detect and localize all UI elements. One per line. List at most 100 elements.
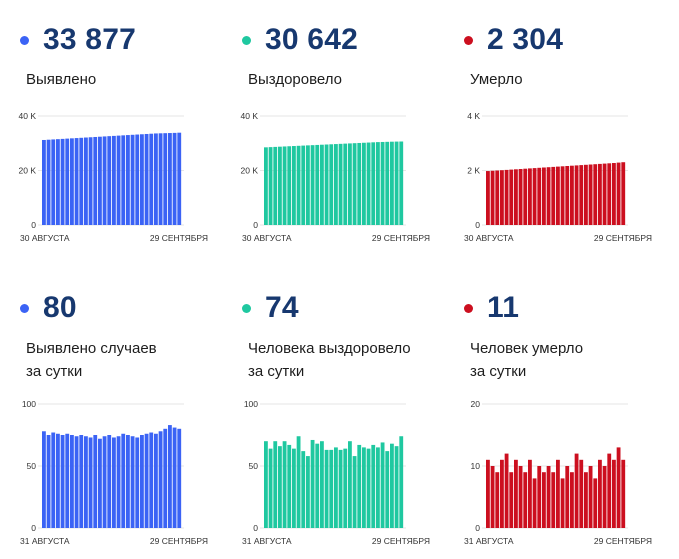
bar	[102, 436, 107, 528]
panel-deaths-daily: 11 Человек умерло за сутки 0 10 20 31 АВГУС…	[444, 288, 664, 558]
bar	[273, 146, 278, 225]
stat-value: 80	[43, 291, 77, 324]
stat-label: Выздоровело	[248, 71, 343, 88]
bar	[588, 466, 593, 528]
x-tick-label-start: 31 АВГУСТА	[464, 536, 514, 546]
bar	[126, 435, 130, 528]
y-tick-label: 0	[475, 523, 480, 533]
y-tick-label: 100	[244, 399, 258, 409]
bar	[607, 163, 612, 225]
bar	[371, 444, 376, 528]
bar	[93, 435, 98, 528]
stat-label-line1: Выявлено случаев	[26, 340, 157, 357]
bar	[84, 436, 88, 528]
panel-detected-daily: 80 Выявлено случаев за сутки 0 50 100 31 АВ…	[0, 288, 220, 558]
bar	[306, 145, 310, 225]
bar	[570, 472, 574, 528]
legend-dot	[242, 303, 251, 313]
stat-value: 74	[265, 291, 299, 324]
bar	[504, 169, 509, 225]
bar	[560, 478, 565, 528]
bar	[362, 447, 366, 528]
bar	[315, 443, 320, 528]
bar	[399, 436, 404, 528]
bar	[495, 472, 500, 528]
bar	[42, 431, 46, 528]
bar	[292, 448, 296, 528]
bar	[278, 146, 282, 225]
bar	[376, 142, 380, 225]
bar	[149, 133, 154, 225]
panel-recovered-total: 30 642 Выздоровело 0 20 K 40 K 30 АВГУСТА 29…	[222, 20, 442, 290]
bar	[352, 456, 357, 528]
bar	[88, 137, 93, 225]
bar	[616, 162, 621, 225]
bar	[621, 459, 626, 528]
bar	[348, 143, 352, 225]
bar	[70, 435, 74, 528]
bar	[268, 147, 273, 225]
bar	[551, 472, 556, 528]
stat-label: Человек умерло за сутки	[470, 337, 583, 383]
bar	[560, 166, 565, 225]
stat-label: Умерло	[470, 71, 523, 88]
bar	[357, 142, 362, 225]
bar	[154, 433, 158, 528]
bar	[135, 134, 140, 225]
bar	[140, 435, 144, 528]
bar	[112, 135, 116, 225]
bar	[282, 441, 287, 528]
bar	[523, 168, 528, 225]
bar	[394, 141, 399, 225]
stat-row: 2 304	[464, 20, 563, 60]
legend-dot	[242, 35, 251, 45]
bar	[556, 459, 560, 528]
stat-row: 80	[20, 288, 77, 328]
bar	[310, 145, 315, 225]
bar	[324, 449, 329, 528]
bar	[579, 459, 584, 528]
x-tick-label-start: 31 АВГУСТА	[20, 536, 70, 546]
bar	[612, 163, 616, 225]
x-tick-label-end: 29 СЕНТЯБРЯ	[150, 233, 208, 243]
bar	[584, 164, 588, 225]
bar	[74, 436, 79, 528]
legend-dot	[20, 35, 29, 45]
bar	[523, 472, 528, 528]
y-tick-label: 2 K	[467, 166, 480, 176]
bar	[357, 444, 362, 528]
bar	[574, 165, 579, 225]
bar	[310, 439, 315, 528]
bar	[514, 169, 518, 225]
bar	[607, 453, 612, 528]
bar	[60, 435, 65, 528]
bar	[490, 466, 495, 528]
chart-deaths-total: 0 2 K 4 K 30 АВГУСТА 29 СЕНТЯБРЯ	[464, 111, 652, 243]
chart-recovered-daily: 0 50 100 31 АВГУСТА 29 СЕНТЯБРЯ	[242, 399, 430, 546]
panel-deaths-total: 2 304 Умерло 0 2 K 4 K 30 АВГУСТА 29 СЕНТЯБР…	[444, 20, 664, 290]
stat-label: Выявлено случаев за сутки	[26, 337, 157, 383]
chart-recovered-total: 0 20 K 40 K 30 АВГУСТА 29 СЕНТЯБРЯ	[241, 111, 431, 243]
bar	[334, 144, 338, 225]
bar	[51, 139, 56, 225]
panel-recovered-daily: 74 Человека выздоровело за сутки 0 50 100 3…	[222, 288, 442, 558]
bar	[338, 449, 343, 528]
bar	[140, 134, 144, 225]
bar	[385, 141, 390, 225]
y-tick-label: 10	[471, 461, 481, 471]
bar	[60, 138, 65, 225]
y-tick-label: 0	[253, 523, 258, 533]
bar	[56, 139, 60, 225]
bar	[46, 435, 51, 528]
bar	[380, 141, 385, 225]
bar	[542, 472, 546, 528]
bar	[88, 437, 93, 528]
bar	[172, 427, 177, 528]
bar	[46, 139, 51, 225]
bar	[490, 170, 495, 225]
bar	[366, 448, 371, 528]
bar	[518, 169, 523, 225]
bar	[282, 146, 287, 225]
chart-detected-daily: 0 50 100 31 АВГУСТА 29 СЕНТЯБРЯ	[20, 399, 208, 546]
bar	[546, 167, 551, 225]
